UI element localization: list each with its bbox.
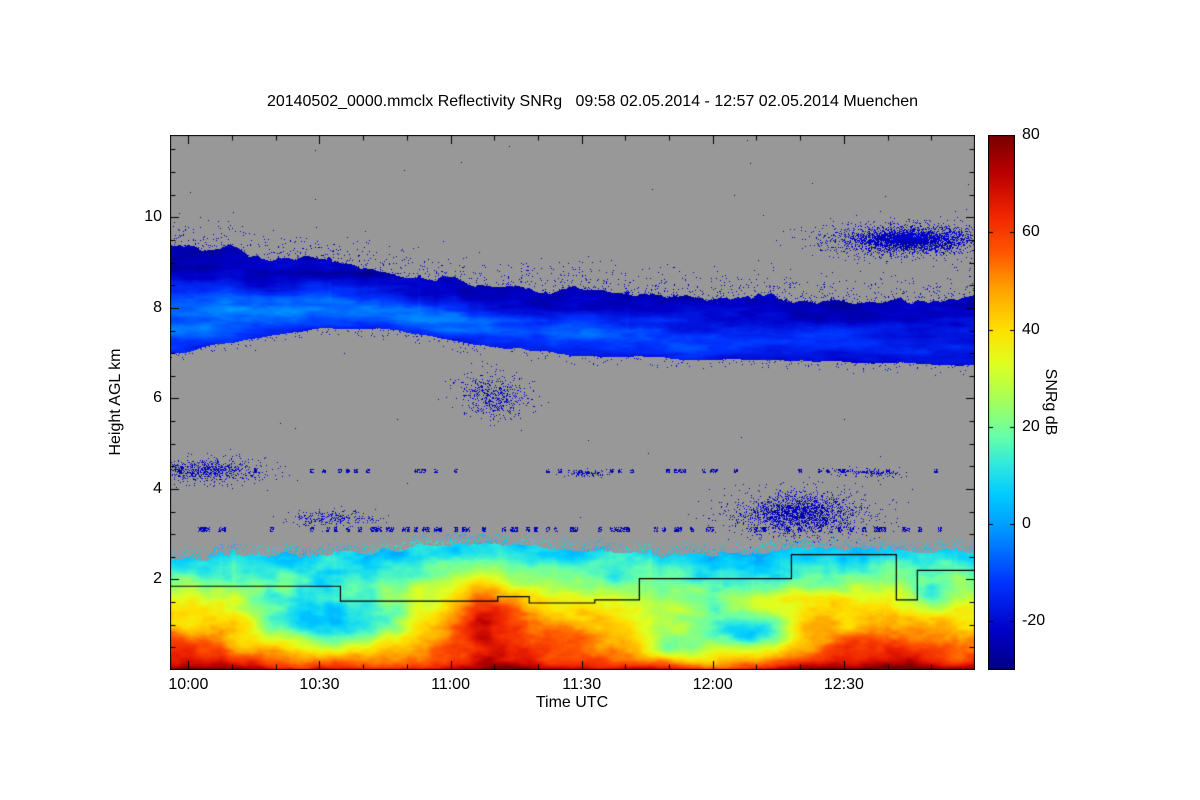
y-tick-label: 2 <box>153 570 162 588</box>
x-tick-label: 11:00 <box>431 676 470 693</box>
y-tick-label: 8 <box>153 298 162 316</box>
reflectivity-heatmap <box>170 135 975 670</box>
colorbar-title: SNRg dB <box>1042 368 1059 436</box>
colorbar-tick-label: 40 <box>1022 320 1040 338</box>
x-axis-title: Time UTC <box>535 694 609 711</box>
x-tick-label: 10:30 <box>299 676 340 693</box>
colorbar-tick-label: 80 <box>1022 126 1040 143</box>
colorbar-tick-label: 20 <box>1022 417 1040 435</box>
x-tick-label: 10:00 <box>168 676 209 693</box>
y-tick-label: 6 <box>153 389 162 407</box>
x-tick-label: 12:00 <box>692 676 733 693</box>
x-tick-label: 12:30 <box>823 676 864 693</box>
y-tick-label: 4 <box>153 479 162 497</box>
plot-title: 20140502_0000.mmclx Reflectivity SNRg 09… <box>266 93 919 110</box>
y-tick-label: 10 <box>144 208 162 226</box>
colorbar-tick-label: 60 <box>1022 223 1040 241</box>
x-tick-label: 11:30 <box>562 676 602 693</box>
colorbar <box>988 135 1015 670</box>
colorbar-tick-label: 0 <box>1022 515 1031 533</box>
colorbar-tick-label: -20 <box>1022 612 1046 630</box>
